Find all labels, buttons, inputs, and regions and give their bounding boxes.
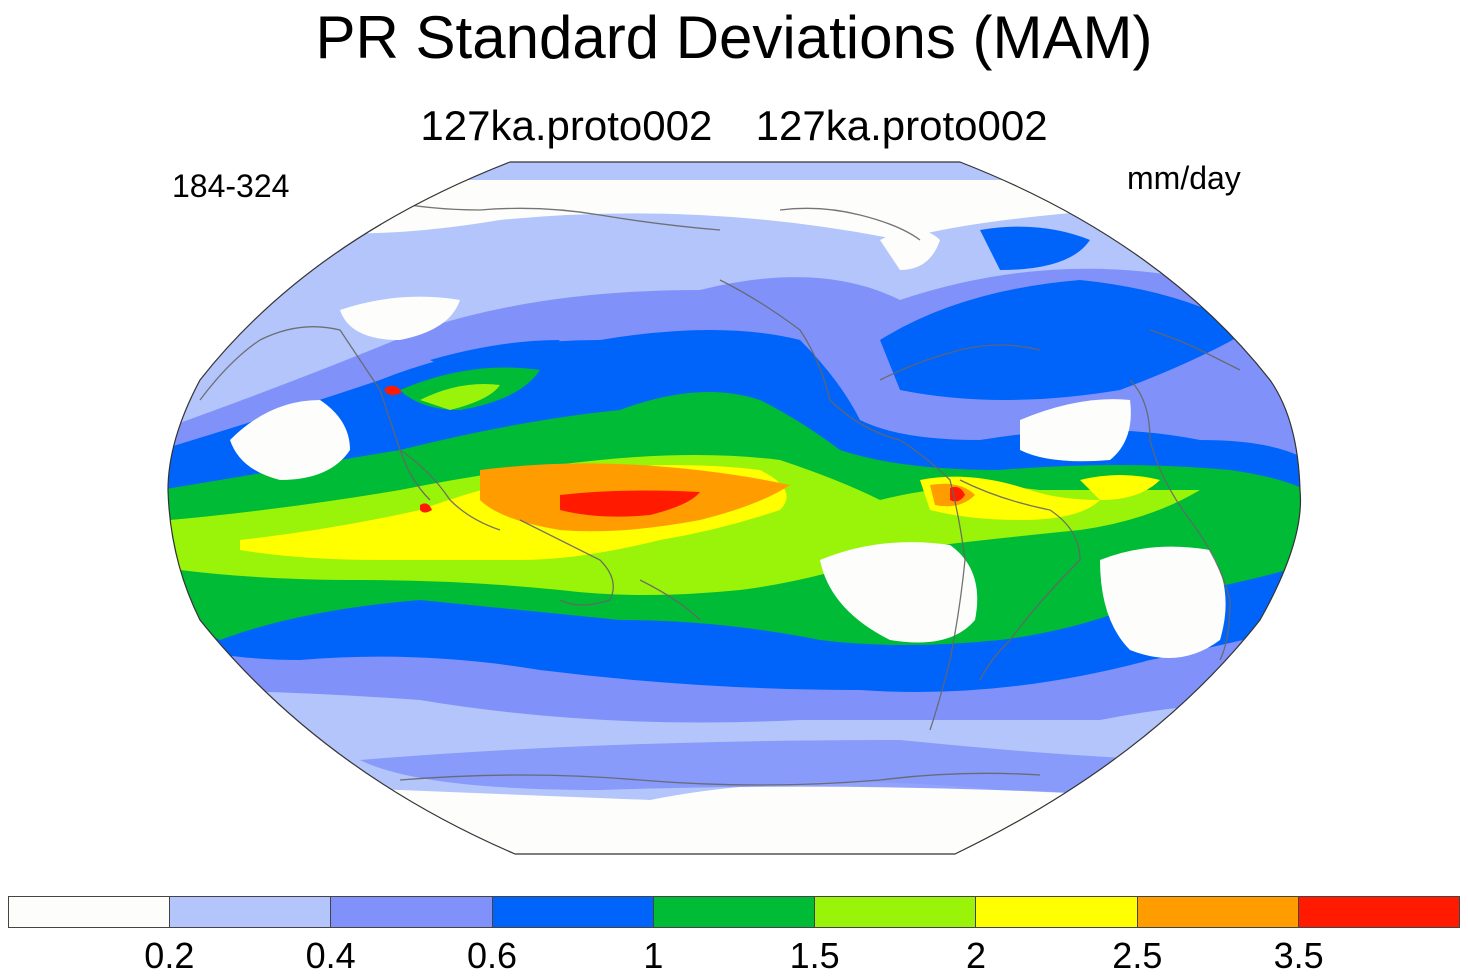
colorbar	[8, 896, 1460, 928]
colorbar-tick-label: 1.5	[789, 935, 840, 976]
units-label: mm/day	[1127, 160, 1241, 196]
coastlines	[199, 199, 1241, 786]
colorbar-tick-label: 0.6	[466, 935, 518, 976]
case-subtitle: 127ka.proto002 127ka.proto002	[420, 102, 1048, 149]
dry-north-atlantic	[1020, 399, 1131, 462]
dry-africa-asia	[230, 400, 350, 480]
colorbar-swatch-2	[331, 897, 493, 927]
colorbar-swatch-0	[9, 897, 171, 927]
antarctic-low	[168, 780, 1301, 854]
colorbar-tick-label: 0.4	[305, 935, 356, 976]
north-atlantic-storm-track	[880, 280, 1250, 400]
page-title: PR Standard Deviations (MAM)	[315, 4, 1153, 71]
colorbar-swatch-3	[492, 897, 654, 927]
colorbar-swatch-8	[1298, 897, 1459, 927]
dry-south-pacific	[820, 542, 978, 643]
colorbar-tick-label: 1	[643, 935, 664, 976]
colorbar-tick-label: 2	[965, 935, 987, 976]
band-3.5	[560, 490, 700, 517]
colorbar-swatch-4	[653, 897, 816, 927]
dry-south-atlantic	[1100, 546, 1226, 658]
year-range-label: 184-324	[172, 168, 290, 204]
colorbar-tick-label: 2.5	[1112, 935, 1163, 976]
colorbar-ticks: 0.2 0.4 0.6 1 1.5 2 2.5 3.5	[8, 934, 1460, 978]
colorbar-swatch-7	[1137, 897, 1299, 927]
globe-outline	[167, 161, 1302, 855]
colorbar-tick-label: 0.2	[144, 935, 195, 976]
colorbar-swatch-6	[976, 897, 1138, 927]
colorbar-tick-label: 3.5	[1273, 935, 1324, 976]
colorbar-swatch-1	[170, 897, 332, 927]
colorbar-swatch-5	[815, 897, 977, 927]
